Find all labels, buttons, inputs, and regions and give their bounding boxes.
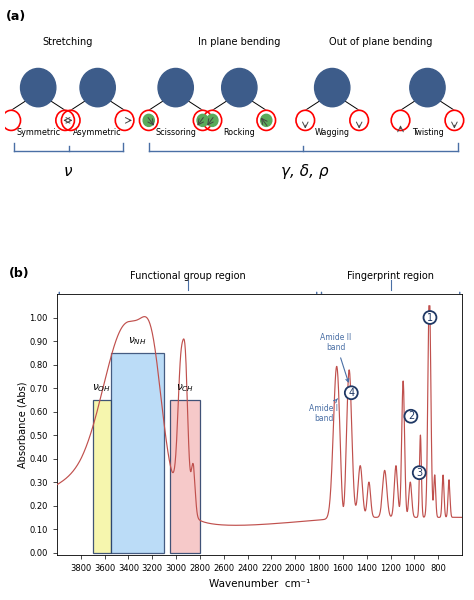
Text: γ, δ, ρ: γ, δ, ρ	[281, 164, 328, 179]
Text: Amide II
band: Amide II band	[320, 333, 351, 382]
Text: $\nu_{NH}$: $\nu_{NH}$	[128, 335, 146, 347]
Text: Fingerprint region: Fingerprint region	[347, 271, 434, 281]
Circle shape	[62, 110, 80, 130]
Circle shape	[391, 110, 410, 130]
Text: In plane bending: In plane bending	[198, 37, 281, 47]
Circle shape	[410, 68, 445, 107]
Y-axis label: Absorbance (Abs): Absorbance (Abs)	[18, 381, 28, 468]
Circle shape	[20, 68, 56, 107]
Circle shape	[197, 115, 208, 127]
Text: Out of plane bending: Out of plane bending	[329, 37, 433, 47]
Text: Amide I
band: Amide I band	[310, 399, 338, 423]
Circle shape	[315, 68, 350, 107]
Circle shape	[261, 115, 272, 127]
Circle shape	[350, 110, 368, 130]
Text: (b): (b)	[9, 266, 29, 280]
Text: Symmetric: Symmetric	[16, 128, 60, 137]
Bar	[110, 353, 164, 553]
Text: Functional group region: Functional group region	[130, 271, 246, 281]
Text: Wagging: Wagging	[315, 128, 350, 137]
Text: (a): (a)	[6, 10, 26, 23]
Circle shape	[143, 115, 155, 127]
Circle shape	[207, 115, 218, 127]
X-axis label: Wavenumber  cm⁻¹: Wavenumber cm⁻¹	[209, 578, 310, 589]
Circle shape	[80, 68, 115, 107]
Circle shape	[2, 110, 20, 130]
Text: Asymmetric: Asymmetric	[73, 128, 122, 137]
Circle shape	[158, 68, 193, 107]
Text: $\nu_{OH}$: $\nu_{OH}$	[92, 382, 111, 394]
Circle shape	[115, 110, 134, 130]
Circle shape	[139, 110, 158, 130]
Text: 4: 4	[348, 388, 355, 398]
Circle shape	[193, 110, 212, 130]
Circle shape	[296, 110, 315, 130]
Text: ν: ν	[63, 164, 72, 179]
Text: 2: 2	[408, 411, 414, 421]
Circle shape	[222, 68, 257, 107]
Circle shape	[445, 110, 464, 130]
Text: Stretching: Stretching	[42, 37, 92, 47]
Bar	[170, 400, 200, 553]
Text: Twisting: Twisting	[411, 128, 443, 137]
Circle shape	[203, 110, 222, 130]
Text: $\nu_{CH}$: $\nu_{CH}$	[176, 382, 194, 394]
Circle shape	[56, 110, 74, 130]
Circle shape	[257, 110, 275, 130]
Text: 1: 1	[427, 313, 433, 323]
Text: 3: 3	[416, 468, 422, 478]
Bar	[92, 400, 110, 553]
Text: Rocking: Rocking	[223, 128, 255, 137]
Text: Scissoring: Scissoring	[155, 128, 196, 137]
